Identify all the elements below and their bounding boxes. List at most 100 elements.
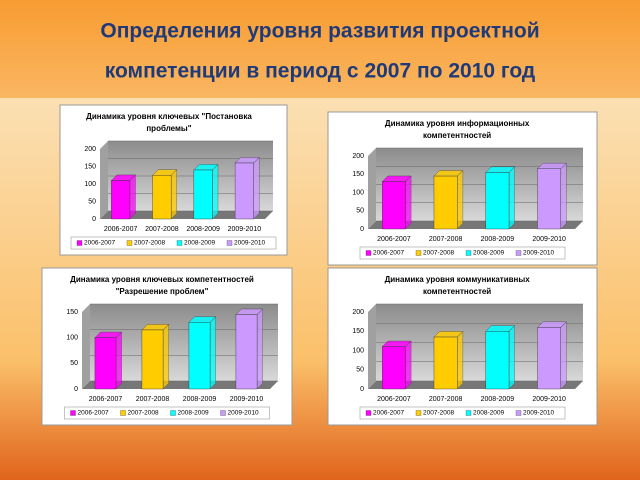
x-tick-label: 2009-2010 xyxy=(230,396,264,403)
y-tick-label: 0 xyxy=(92,216,96,223)
chart-title: Динамика уровня ключевых компетентностей xyxy=(70,275,254,284)
x-tick-label: 2009-2010 xyxy=(532,236,566,243)
bar xyxy=(193,169,213,220)
bar-side xyxy=(170,169,177,220)
slide-title: Определения уровня развития проектной xyxy=(100,20,539,43)
legend-label: 2008-2009 xyxy=(178,410,209,417)
bar xyxy=(235,314,258,390)
bar xyxy=(94,337,117,390)
legend-label: 2008-2009 xyxy=(473,250,504,257)
bar-side xyxy=(508,166,515,230)
bar xyxy=(111,180,131,220)
y-tick-label: 50 xyxy=(356,367,364,374)
legend-swatch xyxy=(76,240,83,246)
bar-side xyxy=(212,163,219,220)
bar xyxy=(382,181,406,230)
y-tick-label: 50 xyxy=(70,360,78,367)
legend-swatch xyxy=(220,410,226,416)
plot-side xyxy=(368,304,376,389)
x-tick-label: 2006-2007 xyxy=(89,396,123,403)
y-tick-label: 100 xyxy=(352,347,364,354)
y-tick-label: 150 xyxy=(352,171,364,178)
plot-side xyxy=(100,141,108,219)
chart-title: компетентностей xyxy=(423,131,491,140)
legend-label: 2006-2007 xyxy=(373,410,404,417)
bar xyxy=(485,331,510,390)
bar xyxy=(234,162,254,220)
plot-wall xyxy=(90,304,278,381)
legend-swatch xyxy=(170,410,176,416)
legend-swatch xyxy=(120,410,126,416)
legend-label: 2009-2010 xyxy=(228,410,259,417)
chart-title: Динамика уровня коммуникативных xyxy=(385,275,531,284)
chart-title: Динамика уровня информационных xyxy=(385,119,530,128)
bar-side xyxy=(162,323,169,390)
y-tick-label: 200 xyxy=(84,146,96,153)
x-tick-label: 2008-2009 xyxy=(186,226,220,233)
bar-side xyxy=(560,321,567,390)
legend-label: 2006-2007 xyxy=(78,410,109,417)
bar-side xyxy=(115,331,122,390)
bar xyxy=(433,336,458,390)
legend-swatch xyxy=(365,250,372,256)
bar-side xyxy=(560,162,567,230)
legend-swatch xyxy=(70,410,76,416)
plot-floor xyxy=(100,211,273,219)
legend-swatch xyxy=(465,250,472,256)
legend-box xyxy=(70,236,277,250)
bar-side xyxy=(405,340,412,390)
chart-title: компетентностей xyxy=(423,287,491,296)
bar xyxy=(485,172,510,230)
x-tick-label: 2007-2008 xyxy=(429,396,463,403)
plot-side xyxy=(368,148,376,229)
header-band xyxy=(0,0,640,98)
y-tick-label: 150 xyxy=(352,328,364,335)
x-tick-label: 2007-2008 xyxy=(145,226,179,233)
bar xyxy=(188,322,211,390)
chart-title: "Разрешение проблем" xyxy=(116,287,209,296)
legend-label: 2007-2008 xyxy=(423,410,454,417)
plot-floor xyxy=(82,381,278,389)
bar xyxy=(537,327,561,390)
bar-side xyxy=(457,330,464,390)
legend-box xyxy=(359,406,566,420)
y-tick-label: 0 xyxy=(360,226,364,233)
x-tick-label: 2007-2008 xyxy=(429,236,463,243)
legend-swatch xyxy=(365,410,372,416)
bar-side xyxy=(405,175,412,230)
y-tick-label: 0 xyxy=(360,386,364,393)
y-tick-label: 200 xyxy=(352,309,364,316)
legend-label: 2007-2008 xyxy=(134,240,165,247)
y-tick-label: 100 xyxy=(352,189,364,196)
y-tick-label: 150 xyxy=(66,309,78,316)
x-tick-label: 2006-2007 xyxy=(104,226,138,233)
bar xyxy=(141,329,164,390)
x-tick-label: 2006-2007 xyxy=(377,236,411,243)
legend-box xyxy=(359,246,566,260)
bar-side xyxy=(129,174,136,220)
chart-title: Динамика уровня ключевых "Постановка xyxy=(86,112,252,121)
bar xyxy=(152,175,172,220)
legend-label: 2008-2009 xyxy=(184,240,215,247)
y-tick-label: 100 xyxy=(84,181,96,188)
bar-side xyxy=(256,308,263,390)
y-tick-label: 100 xyxy=(66,335,78,342)
legend-swatch xyxy=(465,410,472,416)
plot-floor xyxy=(368,381,583,389)
y-tick-label: 150 xyxy=(84,163,96,170)
x-tick-label: 2007-2008 xyxy=(136,396,170,403)
legend-box xyxy=(64,406,270,420)
y-tick-label: 200 xyxy=(352,153,364,160)
bar xyxy=(433,175,458,230)
bar-side xyxy=(253,156,260,220)
legend-label: 2006-2007 xyxy=(373,250,404,257)
y-tick-label: 50 xyxy=(88,198,96,205)
plot-floor xyxy=(368,221,583,229)
legend-label: 2007-2008 xyxy=(128,410,159,417)
bar-side xyxy=(508,325,515,390)
bar-side xyxy=(209,316,216,390)
legend-swatch xyxy=(515,250,522,256)
legend-swatch xyxy=(126,240,133,246)
bar-side xyxy=(457,169,464,230)
